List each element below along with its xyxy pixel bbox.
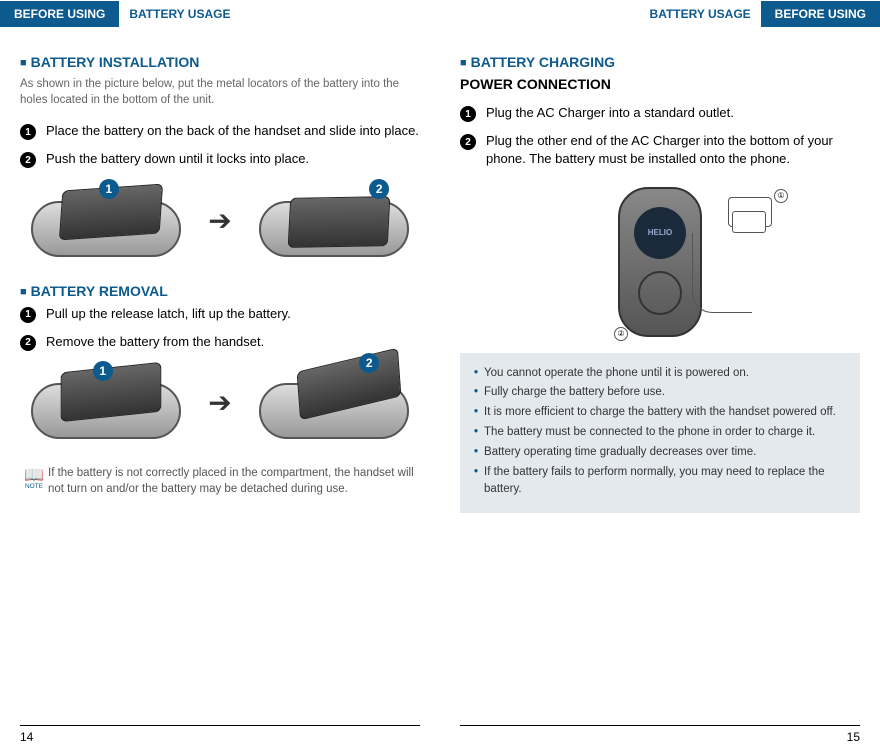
note-icon: 📖 NOTE <box>20 465 48 497</box>
charging-notes-box: • You cannot operate the phone until it i… <box>460 353 860 514</box>
tab-before-using-left: BEFORE USING <box>0 1 119 27</box>
illust-badge-2-icon: 2 <box>369 179 389 199</box>
step-number-icon: 2 <box>20 335 36 351</box>
step-number-icon: 2 <box>460 134 476 150</box>
header-left: BEFORE USING BATTERY USAGE <box>20 0 420 28</box>
step-number-icon: 1 <box>20 307 36 323</box>
page-number-right: 15 <box>460 725 860 744</box>
callout-1-icon: ① <box>774 189 788 203</box>
note-item-text: You cannot operate the phone until it is… <box>484 365 749 383</box>
arrow-right-icon: ➔ <box>208 386 231 419</box>
section-battery-installation: ■ BATTERY INSTALLATION <box>20 54 420 70</box>
step-number-icon: 1 <box>20 124 36 140</box>
phone-brand-label: HELIO <box>634 207 686 259</box>
note-row: 📖 NOTE If the battery is not correctly p… <box>20 465 420 497</box>
bullet-icon: • <box>474 384 478 402</box>
page-number-left: 14 <box>20 725 420 744</box>
list-item: • You cannot operate the phone until it i… <box>474 365 846 383</box>
bullet-icon: • <box>474 404 478 422</box>
battery-installation-title: BATTERY INSTALLATION <box>31 54 200 70</box>
removal-step-1: 1 Pull up the release latch, lift up the… <box>20 305 420 323</box>
removal-illustration: 1 ➔ 2 <box>20 367 420 439</box>
list-item: • The battery must be connected to the ph… <box>474 424 846 442</box>
note-item-text: It is more efficient to charge the batte… <box>484 404 836 422</box>
removal-step-1-text: Pull up the release latch, lift up the b… <box>46 305 291 323</box>
step-number-icon: 1 <box>460 106 476 122</box>
phone-icon: HELIO <box>618 187 702 337</box>
install-step-1: 1 Place the battery on the back of the h… <box>20 122 420 140</box>
charging-step-2: 2 Plug the other end of the AC Charger i… <box>460 132 860 168</box>
note-item-text: If the battery fails to perform normally… <box>484 464 846 500</box>
bullet-icon: • <box>474 365 478 383</box>
install-step-2-text: Push the battery down until it locks int… <box>46 150 309 168</box>
tab-before-using-right: BEFORE USING <box>761 1 880 27</box>
install-illustration: 1 ➔ 2 <box>20 185 420 257</box>
step-number-icon: 2 <box>20 152 36 168</box>
section-battery-charging: ■ BATTERY CHARGING <box>460 54 860 70</box>
note-text: If the battery is not correctly placed i… <box>48 465 420 497</box>
removal-step-2-text: Remove the battery from the handset. <box>46 333 264 351</box>
device-illustration: 1 <box>31 367 181 439</box>
note-item-text: The battery must be connected to the pho… <box>484 424 815 442</box>
list-item: • Fully charge the battery before use. <box>474 384 846 402</box>
illust-badge-1-icon: 1 <box>99 179 119 199</box>
bullet-icon: • <box>474 464 478 500</box>
charging-illustration: HELIO ① ② <box>460 187 860 337</box>
removal-step-2: 2 Remove the battery from the handset. <box>20 333 420 351</box>
note-item-text: Battery operating time gradually decreas… <box>484 444 756 462</box>
bullet-icon: • <box>474 444 478 462</box>
install-intro: As shown in the picture below, put the m… <box>20 76 420 108</box>
power-connection-subhead: POWER CONNECTION <box>460 76 860 92</box>
page-left: BEFORE USING BATTERY USAGE ■ BATTERY INST… <box>0 0 440 754</box>
device-illustration: 1 <box>31 185 181 257</box>
install-step-1-text: Place the battery on the back of the han… <box>46 122 419 140</box>
charging-step-1-text: Plug the AC Charger into a standard outl… <box>486 104 734 122</box>
charging-step-2-text: Plug the other end of the AC Charger int… <box>486 132 860 168</box>
section-battery-removal: ■ BATTERY REMOVAL <box>20 283 420 299</box>
charging-step-1: 1 Plug the AC Charger into a standard ou… <box>460 104 860 122</box>
note-item-text: Fully charge the battery before use. <box>484 384 665 402</box>
device-illustration: 2 <box>259 185 409 257</box>
page-right: BATTERY USAGE BEFORE USING ■ BATTERY CHAR… <box>440 0 880 754</box>
battery-removal-title: BATTERY REMOVAL <box>31 283 168 299</box>
square-bullet-icon: ■ <box>460 57 467 69</box>
charger-icon <box>732 211 766 233</box>
callout-2-icon: ② <box>614 327 628 341</box>
list-item: •If the battery fails to perform normall… <box>474 464 846 500</box>
cord-icon <box>692 233 752 313</box>
bullet-icon: • <box>474 424 478 442</box>
square-bullet-icon: ■ <box>20 286 27 298</box>
subtab-battery-usage-right: BATTERY USAGE <box>650 7 751 21</box>
install-step-2: 2 Push the battery down until it locks i… <box>20 150 420 168</box>
list-item: • Battery operating time gradually decrea… <box>474 444 846 462</box>
list-item: • It is more efficient to charge the batt… <box>474 404 846 422</box>
subtab-battery-usage-left: BATTERY USAGE <box>129 7 230 21</box>
device-illustration: 2 <box>259 367 409 439</box>
header-right: BATTERY USAGE BEFORE USING <box>460 0 860 28</box>
battery-charging-title: BATTERY CHARGING <box>471 54 615 70</box>
square-bullet-icon: ■ <box>20 57 27 69</box>
illust-badge-1-icon: 1 <box>93 361 113 381</box>
arrow-right-icon: ➔ <box>208 204 231 237</box>
